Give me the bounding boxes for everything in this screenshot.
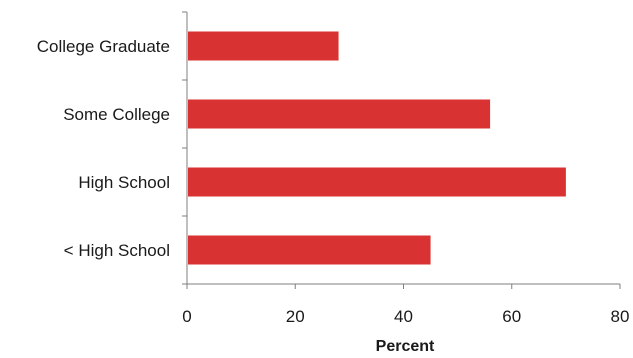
x-axis-title: Percent — [376, 338, 435, 355]
category-labels: College Graduate Some College High School <… — [37, 37, 170, 260]
x-tick-label: 0 — [182, 307, 191, 326]
x-tick-label: 60 — [502, 307, 521, 326]
x-tick-label: 40 — [394, 307, 413, 326]
bar — [188, 167, 566, 197]
x-tick-labels: 0 20 40 60 80 — [182, 307, 629, 326]
bar — [188, 31, 339, 61]
bar — [188, 99, 491, 129]
x-tick-label: 20 — [286, 307, 305, 326]
category-label: Some College — [63, 105, 170, 124]
axes — [182, 11, 621, 289]
category-label: < High School — [64, 241, 170, 260]
bars — [188, 31, 566, 265]
bar — [188, 235, 431, 265]
category-label: High School — [78, 173, 170, 192]
category-label: College Graduate — [37, 37, 170, 56]
x-tick-label: 80 — [611, 307, 630, 326]
